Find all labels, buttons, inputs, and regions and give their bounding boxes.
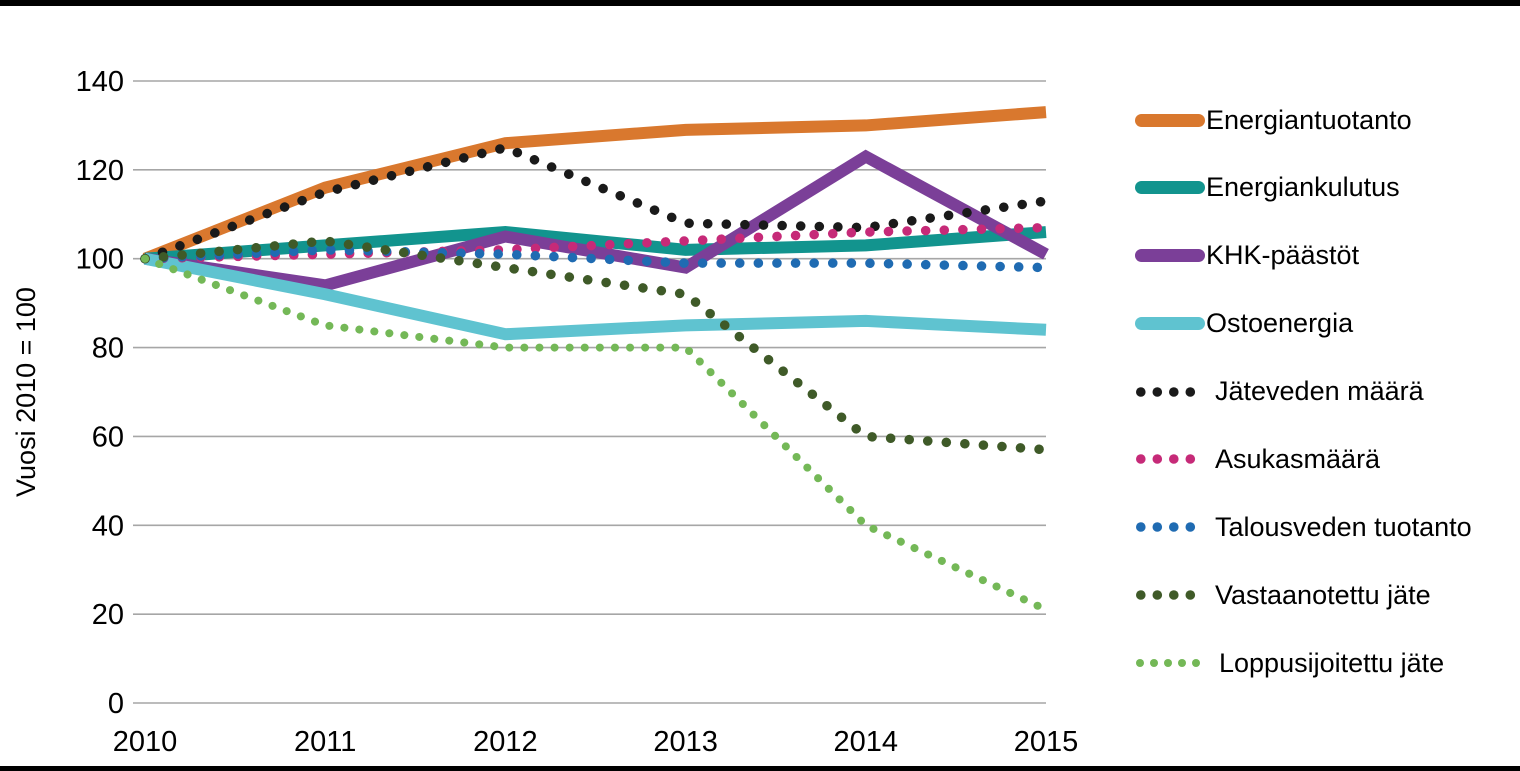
legend-item-ostoenergia: Ostoenergia bbox=[1135, 306, 1353, 342]
legend-swatch-solid bbox=[1135, 181, 1205, 195]
legend-label: Talousveden tuotanto bbox=[1215, 511, 1472, 542]
legend-item-j-teveden-m-r-: Jäteveden määrä bbox=[1135, 374, 1424, 410]
legend-item-energiankulutus: Energiankulutus bbox=[1135, 170, 1400, 206]
legend-label: Asukasmäärä bbox=[1215, 443, 1381, 474]
y-tick-label: 120 bbox=[76, 155, 124, 187]
y-tick-label: 40 bbox=[92, 510, 124, 542]
legend-label: Loppusijoitettu jäte bbox=[1219, 647, 1445, 678]
x-tick-label: 2014 bbox=[834, 726, 899, 758]
legend-swatch-solid bbox=[1135, 113, 1205, 127]
x-tick-label: 2010 bbox=[113, 726, 178, 758]
x-tick-label: 2015 bbox=[1014, 726, 1079, 758]
series-line-talousveden-tuotanto bbox=[140, 245, 1051, 273]
legend-label: Vastaanotettu jäte bbox=[1215, 579, 1431, 610]
legend-item-khk-p-st-t: KHK-päästöt bbox=[1135, 238, 1359, 274]
legend-swatch-dotted bbox=[1136, 454, 1196, 465]
legend-swatch-solid bbox=[1135, 249, 1205, 263]
y-tick-label: 80 bbox=[92, 333, 124, 365]
legend-item-energiantuotanto: Energiantuotanto bbox=[1135, 102, 1412, 138]
legend-swatch-dotted bbox=[1136, 659, 1200, 667]
y-tick-label: 20 bbox=[92, 599, 124, 631]
legend-item-vastaanotettu-j-te: Vastaanotettu jäte bbox=[1135, 577, 1431, 613]
chart-legend: Energiantuotanto Energiankulutus KHK-pääst… bbox=[1120, 0, 1520, 771]
y-tick-label: 0 bbox=[108, 688, 124, 720]
y-tick-label: 100 bbox=[76, 244, 124, 276]
legend-swatch-solid bbox=[1135, 317, 1205, 331]
legend-label: Ostoenergia bbox=[1206, 308, 1354, 339]
chart-svg: 0 20 40 60 80 100 120 140 2010 2011 2012 2013 2014 20… bbox=[76, 66, 1079, 758]
x-tick-label: 2013 bbox=[653, 726, 718, 758]
legend-label: Energiankulutus bbox=[1206, 172, 1400, 203]
legend-item-talousveden-tuotanto: Talousveden tuotanto bbox=[1135, 509, 1472, 545]
series-line-ostoenergia bbox=[143, 252, 1047, 341]
x-tick-label: 2012 bbox=[473, 726, 538, 758]
legend-swatch-dotted bbox=[1136, 590, 1196, 600]
series-line-vastaanotettu-j-te bbox=[140, 236, 1051, 455]
y-tick-label: 60 bbox=[92, 421, 124, 453]
legend-item-loppusijoitettu-j-te: Loppusijoitettu jäte bbox=[1135, 645, 1444, 681]
series-line-j-teveden-m-r- bbox=[140, 142, 1051, 264]
series-line-khk-p-st-t bbox=[144, 149, 1049, 292]
bottom-border bbox=[0, 766, 1520, 771]
series-line-loppusijoitettu-j-te bbox=[141, 254, 1050, 614]
legend-swatch-dotted bbox=[1136, 522, 1196, 533]
top-border bbox=[0, 0, 1520, 6]
legend-swatch-dotted bbox=[1136, 386, 1196, 397]
x-tick-label: 2011 bbox=[294, 726, 356, 758]
y-tick-label: 140 bbox=[76, 66, 124, 98]
legend-label: Energiantuotanto bbox=[1206, 104, 1412, 135]
legend-label: Jäteveden määrä bbox=[1215, 376, 1424, 406]
legend-label: KHK-päästöt bbox=[1206, 240, 1360, 271]
legend-item-asukasm-r-: Asukasmäärä bbox=[1135, 441, 1380, 477]
series-line-energiantuotanto bbox=[142, 106, 1047, 265]
